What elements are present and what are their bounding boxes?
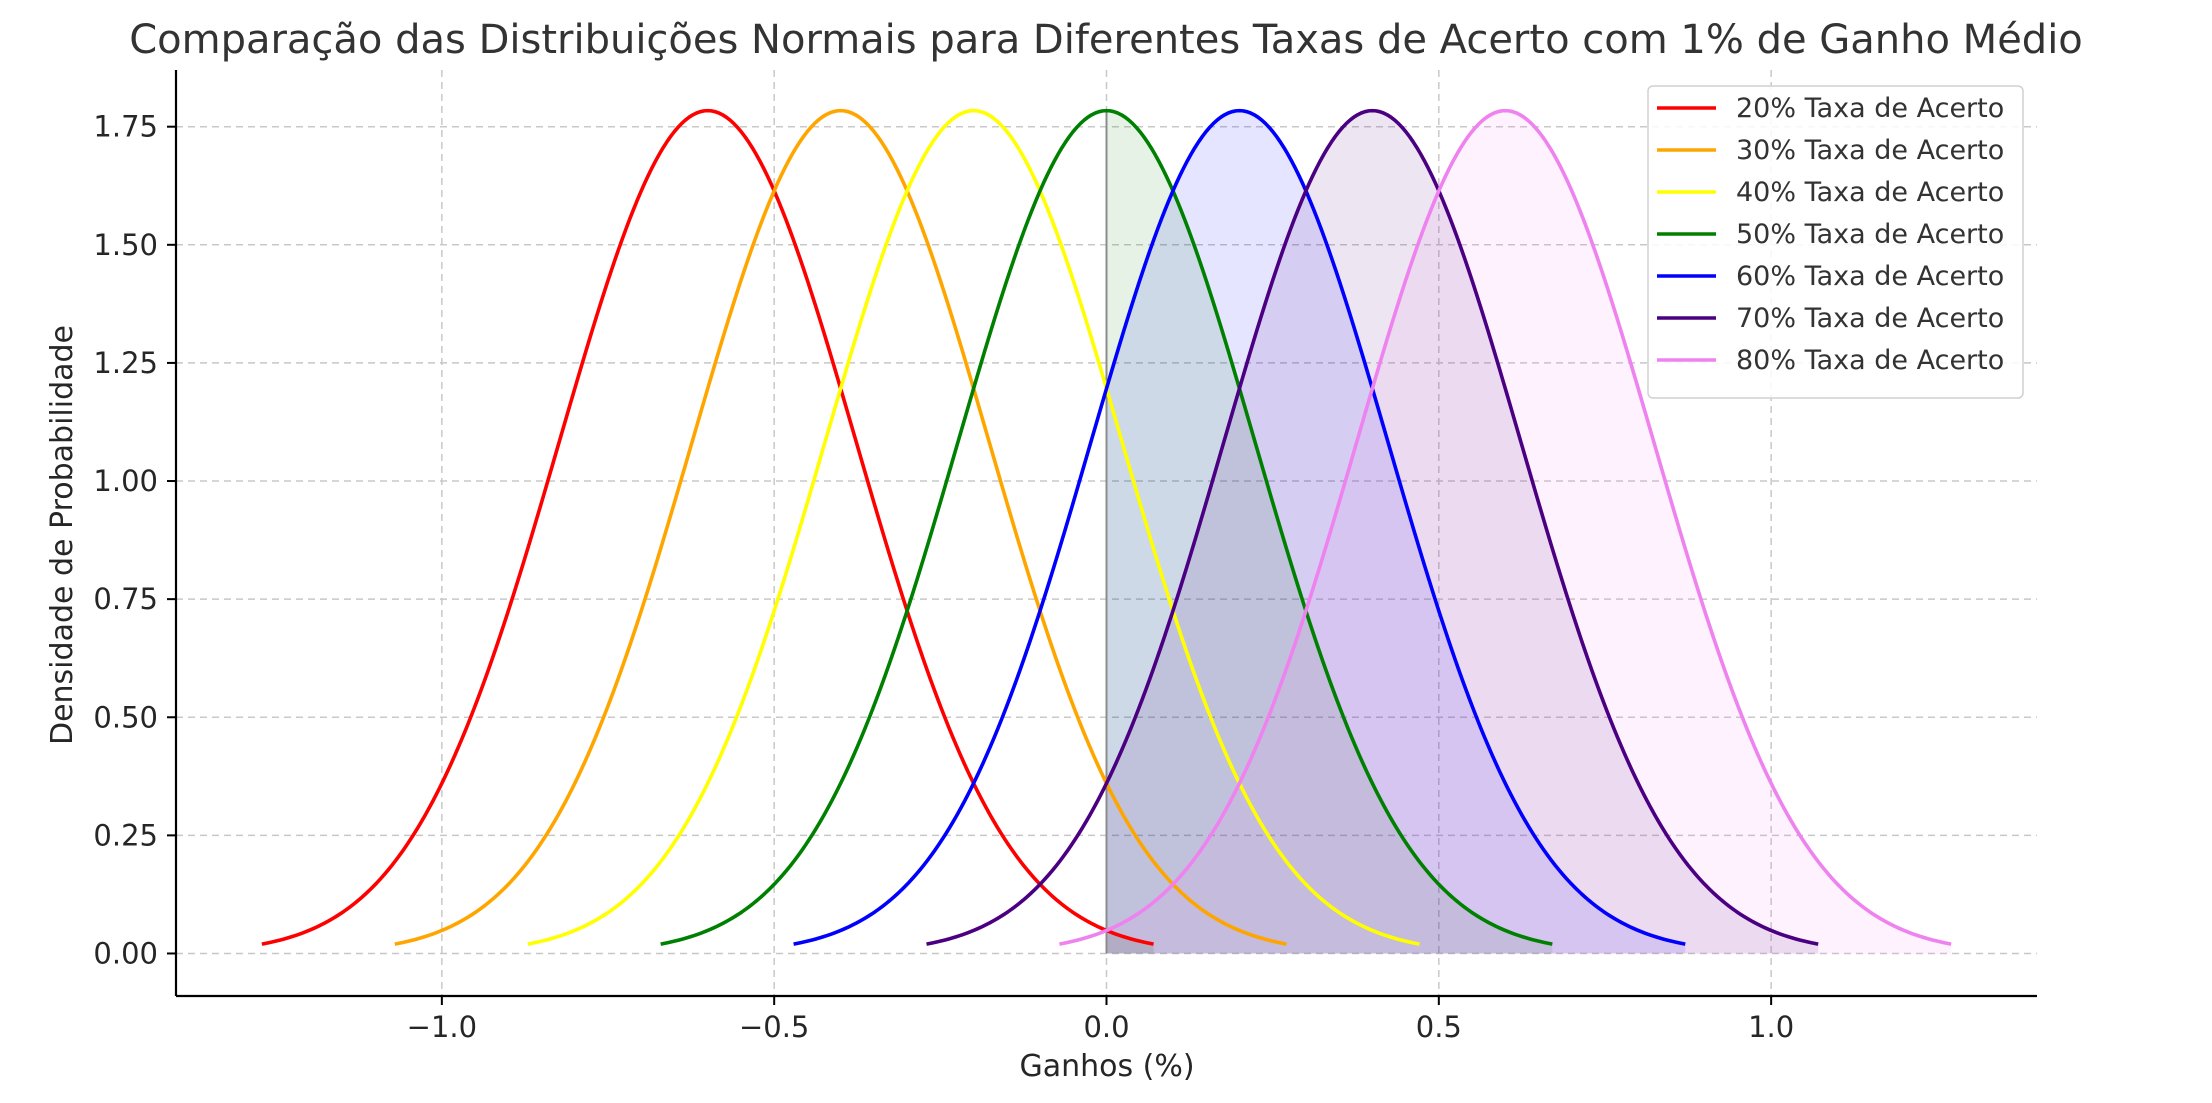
y-tick-label: 0.75 xyxy=(93,582,158,616)
y-tick-label: 0.50 xyxy=(93,700,158,734)
tick-labels: −1.0 −0.5 0.0 0.5 1.0 0.00 0.25 0.50 0.75 1.00 1.2… xyxy=(93,110,1794,1044)
series-line-5 xyxy=(793,108,1686,946)
x-axis-label: Ganhos (%) xyxy=(1019,1049,1194,1084)
legend-label: 60% Taxa de Acerto xyxy=(1736,261,2004,292)
x-tick-label: 0.5 xyxy=(1416,1010,1462,1044)
x-tick-label: −1.0 xyxy=(407,1010,477,1044)
y-axis-label: Densidade de Probabilidade xyxy=(45,325,80,745)
legend-label: 70% Taxa de Acerto xyxy=(1736,303,2004,334)
legend-label: 40% Taxa de Acerto xyxy=(1736,177,2004,208)
legend-label: 30% Taxa de Acerto xyxy=(1736,135,2004,166)
chart-title: Comparação das Distribuições Normais par… xyxy=(129,17,2083,63)
y-tick-label: 1.25 xyxy=(93,346,158,380)
y-tick-label: 1.00 xyxy=(93,464,158,498)
y-tick-label: 1.50 xyxy=(93,228,158,262)
legend-label: 50% Taxa de Acerto xyxy=(1736,219,2004,250)
series-lines xyxy=(261,108,1952,946)
x-tick-label: −0.5 xyxy=(739,1010,809,1044)
series-line-2 xyxy=(394,108,1287,946)
series-line-1 xyxy=(261,108,1154,946)
y-tick-label: 1.75 xyxy=(93,110,158,144)
y-tick-label: 0.00 xyxy=(93,936,158,970)
legend-label: 80% Taxa de Acerto xyxy=(1736,345,2004,376)
series-line-3 xyxy=(527,108,1420,946)
series-line-7 xyxy=(1059,108,1952,946)
series-fill-7 xyxy=(1106,110,1952,954)
x-tick-label: 1.0 xyxy=(1748,1010,1794,1044)
series-line-4 xyxy=(660,108,1553,946)
legend-label: 20% Taxa de Acerto xyxy=(1736,93,2004,124)
series-fill-6 xyxy=(1106,110,1819,954)
series-fill-5 xyxy=(1106,110,1686,954)
legend-box xyxy=(1647,85,2024,399)
series-line-6 xyxy=(926,108,1819,946)
x-tick-label: 0.0 xyxy=(1083,1010,1129,1044)
y-tick-label: 0.25 xyxy=(93,818,158,852)
legend: 20% Taxa de Acerto 30% Taxa de Acerto 40% … xyxy=(1647,85,2024,399)
